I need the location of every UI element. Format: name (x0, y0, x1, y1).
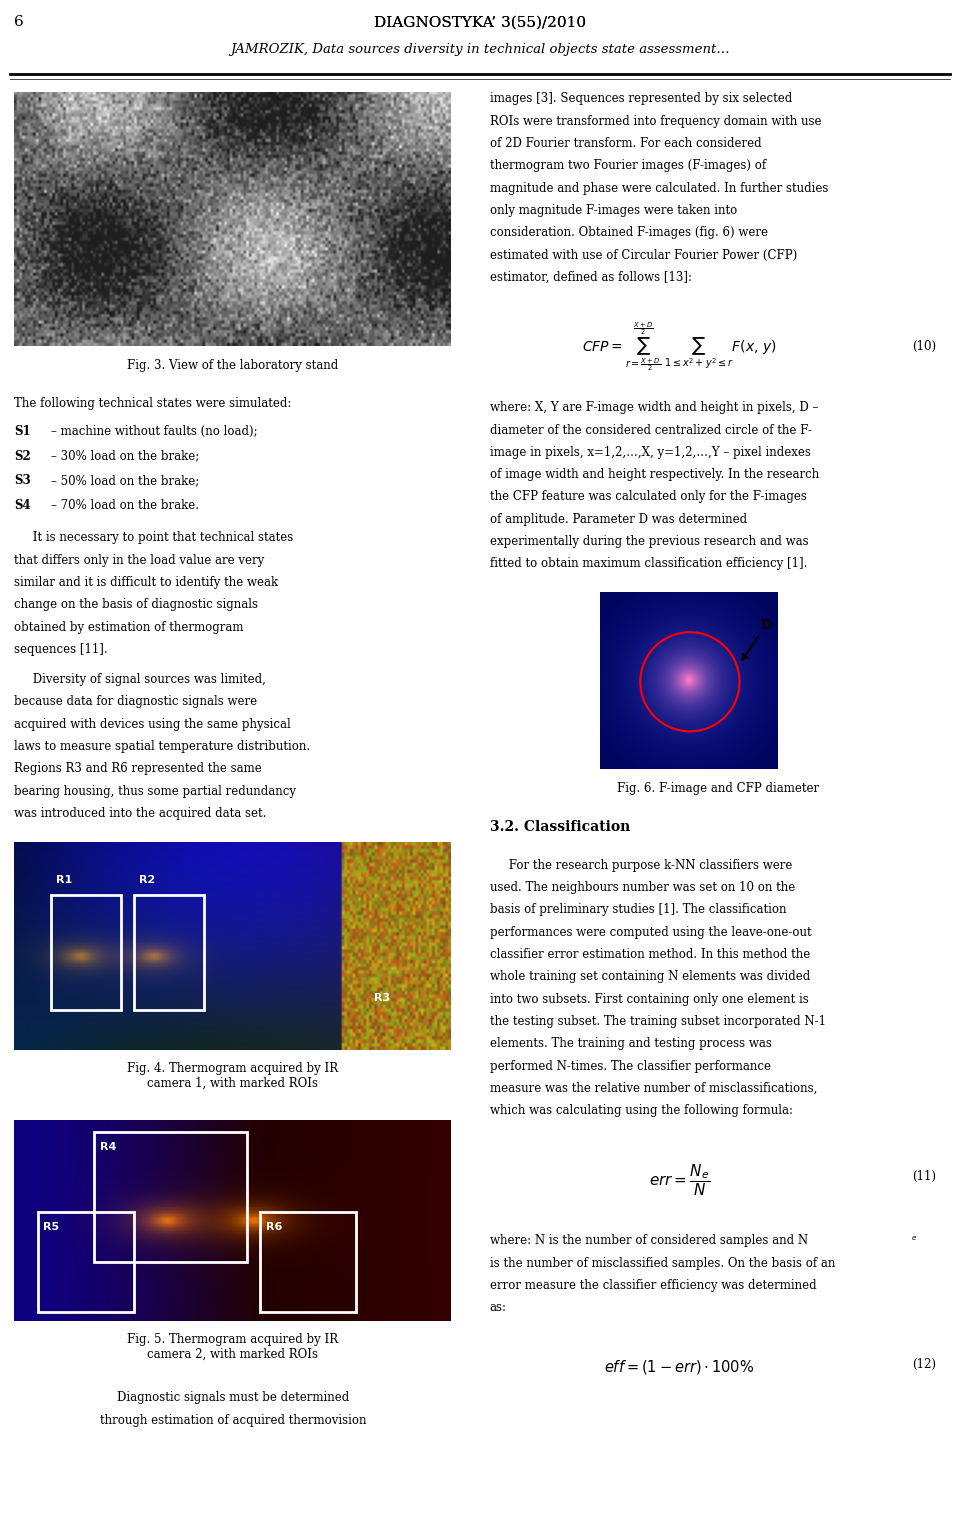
Text: Fig. 5. Thermogram acquired by IR
camera 2, with marked ROIs: Fig. 5. Thermogram acquired by IR camera… (128, 1334, 338, 1361)
Text: laws to measure spatial temperature distribution.: laws to measure spatial temperature dist… (14, 741, 310, 753)
Text: – 30% load on the brake;: – 30% load on the brake; (51, 450, 199, 462)
Text: thermogram two Fourier images (F-images) of: thermogram two Fourier images (F-images)… (490, 160, 766, 172)
Text: DIAGNOSTYKA’ 3(55)/2010: DIAGNOSTYKA’ 3(55)/2010 (374, 15, 586, 29)
Text: – machine without faults (no load);: – machine without faults (no load); (51, 425, 257, 437)
Text: R5: R5 (43, 1223, 60, 1232)
Text: R3: R3 (374, 993, 390, 1003)
Text: error measure the classifier efficiency was determined: error measure the classifier efficiency … (490, 1278, 816, 1292)
Text: Diagnostic signals must be determined: Diagnostic signals must be determined (117, 1392, 348, 1404)
Bar (133, 895, 204, 1010)
Text: similar and it is difficult to identify the weak: similar and it is difficult to identify … (14, 576, 278, 588)
Text: $err = \dfrac{N_e}{N}$: $err = \dfrac{N_e}{N}$ (649, 1163, 709, 1198)
Bar (37, 1212, 133, 1312)
Text: S4: S4 (14, 499, 31, 511)
Text: performed N-times. The classifier performance: performed N-times. The classifier perfor… (490, 1060, 771, 1072)
Text: estimator, defined as follows [13]:: estimator, defined as follows [13]: (490, 271, 691, 283)
Text: (11): (11) (912, 1169, 936, 1183)
Text: where: N is the number of considered samples and N: where: N is the number of considered sam… (490, 1234, 807, 1247)
Text: consideration. Obtained F-images (fig. 6) were: consideration. Obtained F-images (fig. 6… (490, 226, 768, 239)
Text: Regions R3 and R6 represented the same: Regions R3 and R6 represented the same (14, 762, 262, 775)
Text: measure was the relative number of misclassifications,: measure was the relative number of miscl… (490, 1081, 817, 1095)
Text: of image width and height respectively. In the research: of image width and height respectively. … (490, 468, 819, 480)
Text: sequences [11].: sequences [11]. (14, 644, 108, 656)
Text: which was calculating using the following formula:: which was calculating using the followin… (490, 1104, 793, 1116)
Text: magnitude and phase were calculated. In further studies: magnitude and phase were calculated. In … (490, 182, 828, 194)
Text: fitted to obtain maximum classification efficiency [1].: fitted to obtain maximum classification … (490, 557, 807, 570)
Text: It is necessary to point that technical states: It is necessary to point that technical … (14, 531, 294, 544)
Text: is the number of misclassified samples. On the basis of an: is the number of misclassified samples. … (490, 1257, 835, 1269)
Text: (12): (12) (912, 1357, 936, 1371)
Text: The following technical states were simulated:: The following technical states were simu… (14, 397, 292, 410)
Bar (51, 895, 121, 1010)
Text: because data for diagnostic signals were: because data for diagnostic signals were (14, 696, 257, 708)
Text: through estimation of acquired thermovision: through estimation of acquired thermovis… (100, 1414, 366, 1426)
Text: was introduced into the acquired data set.: was introduced into the acquired data se… (14, 807, 267, 819)
Text: R1: R1 (57, 875, 72, 885)
Text: ROIs were transformed into frequency domain with use: ROIs were transformed into frequency dom… (490, 116, 821, 128)
Bar (94, 1132, 248, 1263)
Bar (260, 1212, 356, 1312)
Text: DIAGNOSTYKA’ 3(55)/2010: DIAGNOSTYKA’ 3(55)/2010 (374, 15, 586, 29)
Text: whole training set containing N elements was divided: whole training set containing N elements… (490, 970, 810, 983)
Text: estimated with use of Circular Fourier Power (CFP): estimated with use of Circular Fourier P… (490, 248, 797, 262)
Text: used. The neighbours number was set on 10 on the: used. The neighbours number was set on 1… (490, 881, 795, 893)
Text: bearing housing, thus some partial redundancy: bearing housing, thus some partial redun… (14, 785, 297, 798)
Text: diameter of the considered centralized circle of the F-: diameter of the considered centralized c… (490, 424, 811, 436)
Text: classifier error estimation method. In this method the: classifier error estimation method. In t… (490, 949, 810, 961)
Text: that differs only in the load value are very: that differs only in the load value are … (14, 554, 265, 567)
Text: $eff = \left(1 - err\right) \cdot 100\%$: $eff = \left(1 - err\right) \cdot 100\%$ (604, 1358, 755, 1375)
Text: elements. The training and testing process was: elements. The training and testing proce… (490, 1036, 772, 1050)
Text: Fig. 3. View of the laboratory stand: Fig. 3. View of the laboratory stand (127, 359, 339, 371)
Text: acquired with devices using the same physical: acquired with devices using the same phy… (14, 718, 291, 730)
Text: of amplitude. Parameter D was determined: of amplitude. Parameter D was determined (490, 513, 747, 525)
Text: $CFP = \sum_{r=\frac{X+D}{2}}^{\frac{X+D}{2}} \; \sum_{1 \leq x^2+y^2 \leq r} F(: $CFP = \sum_{r=\frac{X+D}{2}}^{\frac{X+D… (582, 320, 777, 374)
Text: – 70% load on the brake.: – 70% load on the brake. (51, 499, 199, 511)
Text: S1: S1 (14, 425, 31, 437)
Text: performances were computed using the leave-one-out: performances were computed using the lea… (490, 926, 811, 938)
Text: D: D (742, 618, 772, 659)
Text: S3: S3 (14, 474, 31, 487)
Text: Fig. 6. F-image and CFP diameter: Fig. 6. F-image and CFP diameter (616, 782, 819, 795)
Text: obtained by estimation of thermogram: obtained by estimation of thermogram (14, 621, 244, 633)
Text: Fig. 4. Thermogram acquired by IR
camera 1, with marked ROIs: Fig. 4. Thermogram acquired by IR camera… (128, 1063, 338, 1090)
Text: where: X, Y are F-image width and height in pixels, D –: where: X, Y are F-image width and height… (490, 402, 818, 414)
Text: only magnitude F-images were taken into: only magnitude F-images were taken into (490, 205, 737, 217)
Text: the testing subset. The training subset incorporated N-1: the testing subset. The training subset … (490, 1015, 826, 1027)
Text: experimentally during the previous research and was: experimentally during the previous resea… (490, 536, 808, 548)
Text: R2: R2 (139, 875, 156, 885)
Text: into two subsets. First containing only one element is: into two subsets. First containing only … (490, 992, 808, 1006)
Text: 6: 6 (14, 15, 24, 29)
Text: S2: S2 (14, 450, 31, 462)
Text: change on the basis of diagnostic signals: change on the basis of diagnostic signal… (14, 599, 258, 611)
Text: images [3]. Sequences represented by six selected: images [3]. Sequences represented by six… (490, 92, 792, 105)
Text: For the research purpose k-NN classifiers were: For the research purpose k-NN classifier… (490, 859, 792, 872)
Text: R6: R6 (266, 1223, 282, 1232)
Text: JAMROZIK, Data sources diversity in technical objects state assessment…: JAMROZIK, Data sources diversity in tech… (230, 43, 730, 55)
Text: – 50% load on the brake;: – 50% load on the brake; (51, 474, 199, 487)
Text: $_e$: $_e$ (910, 1234, 917, 1243)
Text: Diversity of signal sources was limited,: Diversity of signal sources was limited, (14, 673, 266, 685)
Text: as:: as: (490, 1301, 507, 1314)
Text: image in pixels, x=1,2,…,X, y=1,2,…,Y – pixel indexes: image in pixels, x=1,2,…,X, y=1,2,…,Y – … (490, 447, 810, 459)
Text: basis of preliminary studies [1]. The classification: basis of preliminary studies [1]. The cl… (490, 902, 786, 916)
Text: the CFP feature was calculated only for the F-images: the CFP feature was calculated only for … (490, 491, 806, 504)
Text: of 2D Fourier transform. For each considered: of 2D Fourier transform. For each consid… (490, 137, 761, 149)
Text: (10): (10) (912, 339, 936, 353)
Text: 3.2. Classification: 3.2. Classification (490, 821, 630, 835)
Text: R4: R4 (100, 1143, 116, 1152)
